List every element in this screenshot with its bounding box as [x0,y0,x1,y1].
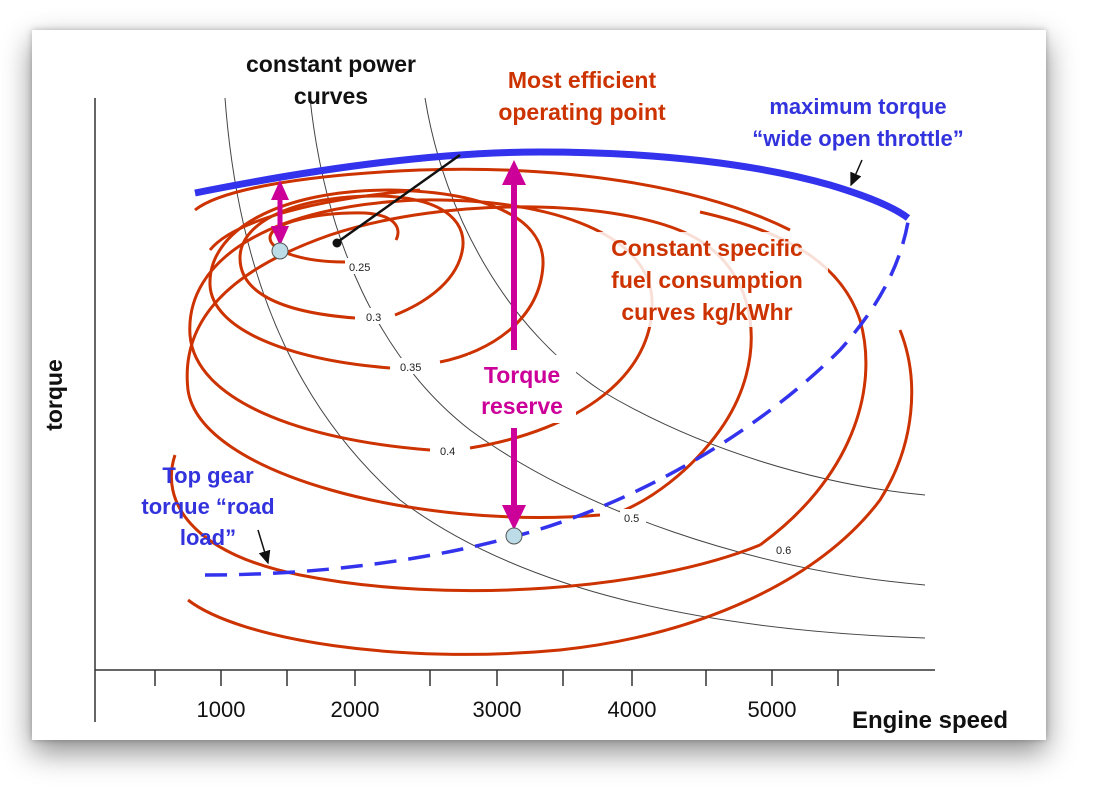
contour-label: 0.5 [624,513,639,525]
constant-power-line-1: constant power [246,51,416,77]
efficient-point-line-1: Most efficient [508,67,657,93]
road-load-line-2: torque “road [141,494,274,519]
power-curve-1 [224,97,926,639]
sfc-contour-0.5 [185,205,753,519]
max-torque-curve [194,148,911,221]
max-torque-line-1: maximum torque [769,94,946,119]
torque-reserve-annotation: Torque reserve [468,355,576,423]
road-load-operating-point [505,527,523,545]
contour-label: 0.25 [349,262,370,274]
sfc-contour-0.35 [208,188,545,370]
sfc-line-2: fuel consumption [611,267,803,293]
y-axis-label: torque [41,359,67,431]
contour-label: 0.3 [366,312,381,324]
x-tick-label: 3000 [473,697,522,722]
road-load-curve [204,221,910,577]
sfc-contours [169,167,914,656]
x-tick-label: 4000 [608,697,657,722]
road-load-line-3: load” [180,525,236,550]
x-axis-label: Engine speed [852,707,1008,734]
constant-power-line-2: curves [294,83,368,109]
wot-pointer [850,159,863,187]
efficient-point-pointer [338,153,461,243]
contour-labels: 0.25 0.3 0.35 0.4 0.5 0.6 [345,258,798,557]
contour-label: 0.35 [400,362,421,374]
torque-reserve-line-1: Torque [484,362,560,388]
efficient-point-annotation: Most efficient operating point [498,67,666,125]
x-tick-label: 1000 [197,697,246,722]
low-speed-operating-point [271,242,289,260]
x-axis-ticks [154,670,839,686]
road-load-annotation: Top gear torque “road load” [141,463,274,550]
sfc-annotation: Constant specific fuel consumption curve… [590,232,828,327]
max-torque-line-2: “wide open throttle” [752,126,963,151]
sfc-contour-0.7 [187,329,914,656]
power-curve-2 [309,97,926,586]
contour-label: 0.4 [440,446,455,458]
x-tick-label: 5000 [748,697,797,722]
efficient-point-line-2: operating point [498,99,666,125]
max-torque-annotation: maximum torque “wide open throttle” [752,94,963,151]
x-tick-labels: 1000 2000 3000 4000 5000 [197,697,797,722]
constant-power-annotation: constant power curves [246,51,416,109]
sfc-contour-0.4 [188,198,654,452]
road-load-pointer [257,529,271,565]
road-load-line-1: Top gear [162,463,254,488]
x-tick-label: 2000 [331,697,380,722]
contour-label: 0.6 [776,545,791,557]
torque-reserve-arrows [271,160,526,530]
torque-reserve-line-2: reserve [481,393,563,419]
sfc-line-3: curves kg/kWhr [621,299,792,325]
sfc-line-1: Constant specific [611,235,803,261]
